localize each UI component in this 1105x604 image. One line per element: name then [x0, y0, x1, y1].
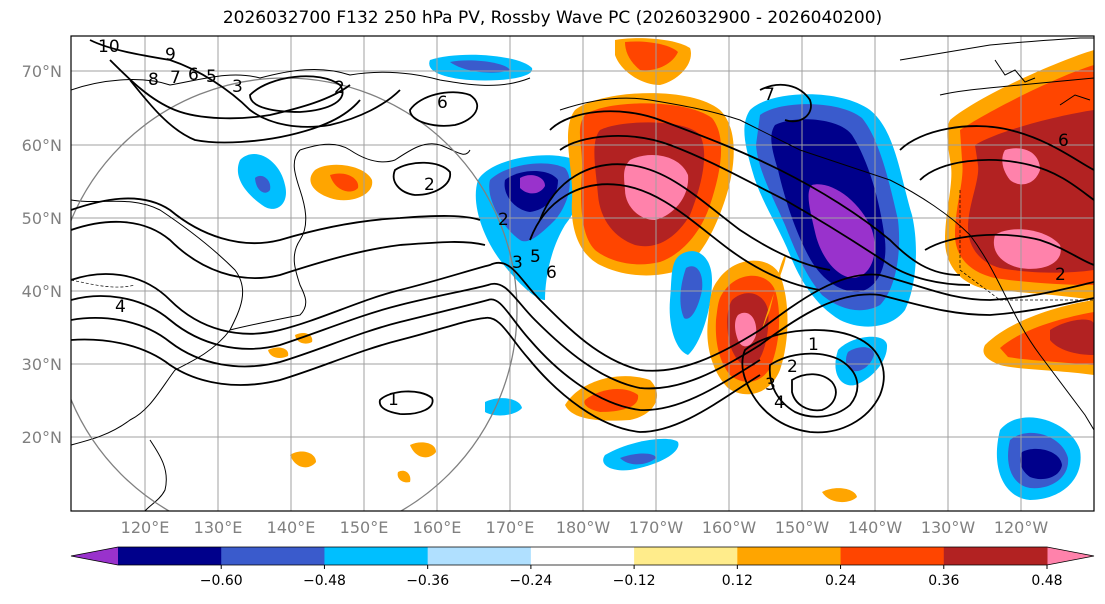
lon-label: 120°W — [994, 518, 1049, 537]
lon-label: 180°W — [556, 518, 611, 537]
pv-label: 2 — [498, 210, 509, 230]
lat-label: 40°N — [22, 282, 62, 301]
pv-label: 6 — [1058, 131, 1069, 151]
pv-label: 5 — [530, 247, 541, 267]
lat-label: 50°N — [22, 209, 62, 228]
lat-label: 70°N — [22, 62, 62, 81]
pv-label: 4 — [115, 297, 126, 317]
colorbar-tick-label: 0.12 — [722, 573, 753, 589]
pv-label: 6 — [437, 93, 448, 113]
colorbar-tick-label: −0.36 — [406, 573, 449, 589]
pv-label: 6 — [546, 263, 557, 283]
map-frame — [70, 35, 1095, 512]
pv-label: 3 — [512, 253, 523, 273]
lat-label: 20°N — [22, 428, 62, 447]
pv-label: 2 — [424, 175, 435, 195]
pv-label: 6 — [188, 65, 199, 85]
lon-label: 120°E — [121, 518, 170, 537]
colorbar-segment — [737, 547, 842, 565]
lon-label: 170°E — [486, 518, 535, 537]
lon-label: 160°E — [413, 518, 462, 537]
lon-label: 160°W — [702, 518, 757, 537]
lon-label: 150°E — [340, 518, 389, 537]
colorbar-segment — [118, 547, 222, 565]
colorbar-tick-label: 0.24 — [825, 573, 856, 589]
colorbar-tick-label: −0.60 — [200, 573, 243, 589]
pv-label: 7 — [764, 85, 775, 105]
pv-label: 3 — [232, 77, 243, 97]
graticule — [71, 36, 1094, 511]
colorbar-tick-label: −0.12 — [613, 573, 656, 589]
colorbar-under-arrow — [71, 547, 118, 565]
colorbar-tick-label: −0.48 — [303, 573, 346, 589]
colorbar-segments — [118, 547, 1048, 565]
pv-label: 2 — [334, 78, 345, 98]
plot-title: 2026032700 F132 250 hPa PV, Rossby Wave … — [222, 8, 883, 28]
colorbar-tick-label: 0.48 — [1031, 573, 1062, 589]
lon-label: 140°W — [848, 518, 903, 537]
pv-label: 2 — [787, 357, 798, 377]
lon-label: 130°W — [921, 518, 976, 537]
pv-label: 1 — [808, 335, 819, 355]
colorbar-tick-label: 0.36 — [928, 573, 959, 589]
lat-label: 30°N — [22, 355, 62, 374]
lon-label: 140°E — [267, 518, 316, 537]
colorbar: −0.60 −0.48 −0.36 −0.24 −0.12 0.12 0.24 0.36 0.4… — [70, 546, 1095, 589]
pv-label: 1 — [388, 390, 399, 410]
anomaly-shading — [237, 38, 1094, 503]
colorbar-segment — [530, 547, 635, 565]
pv-label: 3 — [765, 375, 776, 395]
pv-label: 4 — [774, 393, 785, 413]
colorbar-ticks: −0.60 −0.48 −0.36 −0.24 −0.12 0.12 0.24 0.36 0.4… — [200, 565, 1063, 589]
pv-label: 8 — [148, 70, 159, 90]
pv-label: 10 — [98, 37, 120, 57]
colorbar-segment — [634, 547, 738, 565]
colorbar-segment — [221, 547, 325, 565]
coastlines — [71, 37, 1094, 511]
colorbar-outline — [70, 546, 1095, 566]
lon-label: 130°E — [194, 518, 243, 537]
pv-label: 2 — [1055, 265, 1066, 285]
pv-label: 9 — [165, 45, 176, 65]
colorbar-segment — [943, 547, 1048, 565]
lat-axis: 70°N 60°N 50°N 40°N 30°N 20°N — [22, 62, 62, 447]
pv-contour-labels: 10 9 8 7 6 5 3 2 6 2 2 3 5 6 7 1 1 2 3 4… — [98, 37, 1069, 413]
colorbar-tick-label: −0.24 — [509, 573, 552, 589]
lon-label: 170°W — [629, 518, 684, 537]
lat-label: 60°N — [22, 136, 62, 155]
pv-label: 5 — [206, 67, 217, 87]
borders — [71, 190, 1094, 301]
colorbar-over-arrow — [1047, 547, 1094, 565]
lon-label: 150°W — [775, 518, 830, 537]
pv-contours — [71, 39, 1094, 434]
colorbar-segment — [324, 547, 429, 565]
pv-label: 7 — [170, 68, 181, 88]
colorbar-segment — [427, 547, 532, 565]
colorbar-segment — [840, 547, 945, 565]
lon-axis: 120°E 130°E 140°E 150°E 160°E 170°E 180°… — [121, 518, 1049, 537]
